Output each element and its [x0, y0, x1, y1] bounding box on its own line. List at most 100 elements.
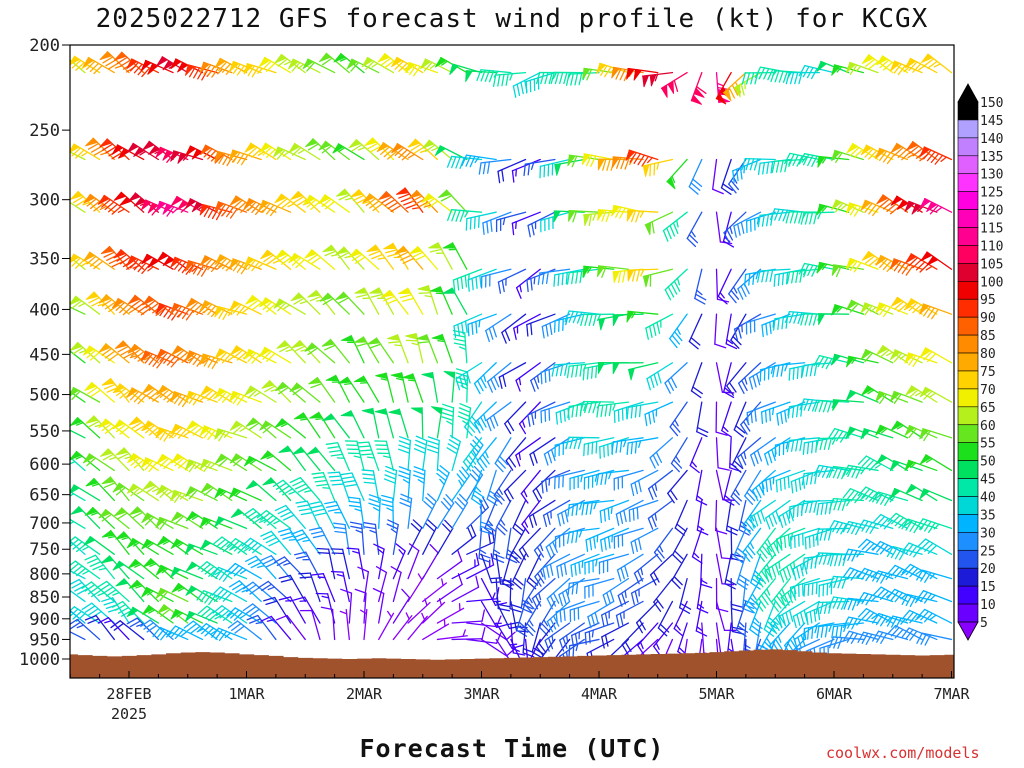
- wind-barb: [531, 577, 556, 610]
- wind-barb: [126, 255, 160, 275]
- wind-barb: [831, 149, 865, 163]
- colorbar-bin: [957, 245, 979, 264]
- wind-barb: [744, 469, 762, 505]
- wind-barb: [214, 387, 248, 403]
- colorbar-bin: [957, 603, 979, 623]
- wind-barb: [127, 294, 160, 316]
- wind-barb: [446, 435, 461, 472]
- wind-barb: [277, 528, 306, 555]
- wind-barb: [525, 71, 556, 94]
- wind-barb: [446, 155, 483, 170]
- wind-barb: [70, 417, 101, 439]
- wind-barb: [395, 187, 424, 213]
- y-tick-label: 450: [29, 345, 60, 365]
- wind-barb: [527, 211, 556, 238]
- wind-barb: [465, 70, 497, 82]
- wind-barb: [770, 577, 791, 613]
- wind-barb: [733, 211, 762, 238]
- wind-barb: [828, 636, 865, 650]
- wind-barb: [875, 147, 909, 165]
- wind-barb: [818, 313, 850, 325]
- wind-barb: [185, 486, 218, 502]
- wind-barb: [304, 342, 336, 364]
- wind-barb: [831, 304, 865, 316]
- wind-barb: [554, 437, 585, 458]
- wind-barb: [485, 313, 512, 343]
- wind-barb: [85, 477, 115, 502]
- wind-barb: [307, 289, 336, 315]
- colorbar-bin: [957, 532, 979, 551]
- wind-barb: [773, 313, 806, 331]
- wind-barb: [786, 268, 820, 284]
- wind-barb: [360, 608, 368, 641]
- wind-barb: [904, 459, 938, 472]
- wind-barb: [361, 407, 380, 439]
- wind-barb: [70, 386, 101, 403]
- wind-barb: [627, 362, 659, 381]
- wind-barb: [214, 453, 248, 472]
- wind-barb: [545, 527, 571, 559]
- wind-barb: [695, 469, 708, 506]
- wind-barb: [141, 586, 174, 603]
- wind-barb: [800, 499, 835, 514]
- x-tick-label: 4MAR: [581, 685, 618, 703]
- wind-barb: [813, 464, 850, 479]
- wind-barb: [567, 401, 600, 419]
- wind-barb: [615, 600, 644, 628]
- wind-barb: [126, 142, 160, 161]
- wind-barb: [889, 487, 923, 502]
- wind-barb: [185, 145, 218, 161]
- wind-barb: [332, 143, 365, 161]
- wind-barb: [776, 401, 806, 426]
- wind-barb: [451, 552, 480, 580]
- wind-barb: [111, 144, 145, 161]
- colorbar-label: 85: [980, 329, 996, 344]
- wind-barb: [335, 291, 365, 315]
- wind-barb: [244, 142, 277, 161]
- wind-barb: [412, 466, 426, 502]
- wind-barb: [462, 437, 483, 472]
- wind-barb: [829, 497, 865, 511]
- wind-barb: [381, 494, 395, 529]
- wind-barb: [407, 519, 423, 555]
- wind-barb: [436, 549, 463, 580]
- wind-barb: [905, 253, 938, 273]
- wind-barb: [170, 302, 204, 321]
- wind-barb: [761, 469, 791, 494]
- wind-barb: [184, 543, 218, 555]
- wind-barb: [802, 622, 835, 641]
- wind-barb: [368, 494, 381, 529]
- colorbar-bin: [957, 137, 979, 157]
- wind-barb: [492, 71, 527, 87]
- colorbar-bin: [957, 478, 979, 497]
- wind-barb: [278, 596, 306, 624]
- wind-barb: [84, 381, 115, 403]
- wind-barb: [696, 577, 709, 614]
- wind-barb: [155, 516, 189, 531]
- wind-barb: [413, 435, 428, 472]
- wind-barb: [436, 493, 455, 529]
- wind-barb: [725, 313, 738, 350]
- wind-barb: [542, 553, 571, 580]
- wind-barb: [585, 527, 615, 552]
- wind-barb: [230, 508, 262, 529]
- wind-barb: [200, 385, 233, 403]
- wind-barb: [660, 71, 688, 98]
- wind-barb: [340, 588, 353, 624]
- wind-barb: [380, 289, 409, 315]
- wind-barb: [584, 553, 615, 575]
- wind-barb: [302, 58, 336, 74]
- wind-barb: [170, 566, 204, 580]
- wind-barb: [742, 499, 762, 535]
- wind-barb: [696, 401, 709, 438]
- wind-barb: [344, 440, 365, 472]
- wind-barb: [843, 597, 879, 611]
- wind-barbs: [70, 51, 953, 675]
- wind-barb: [322, 244, 350, 270]
- colorbar-bin: [957, 442, 979, 461]
- wind-barb: [421, 193, 453, 213]
- wind-barb: [712, 158, 724, 195]
- wind-barb: [70, 429, 86, 439]
- wind-barb: [199, 458, 233, 473]
